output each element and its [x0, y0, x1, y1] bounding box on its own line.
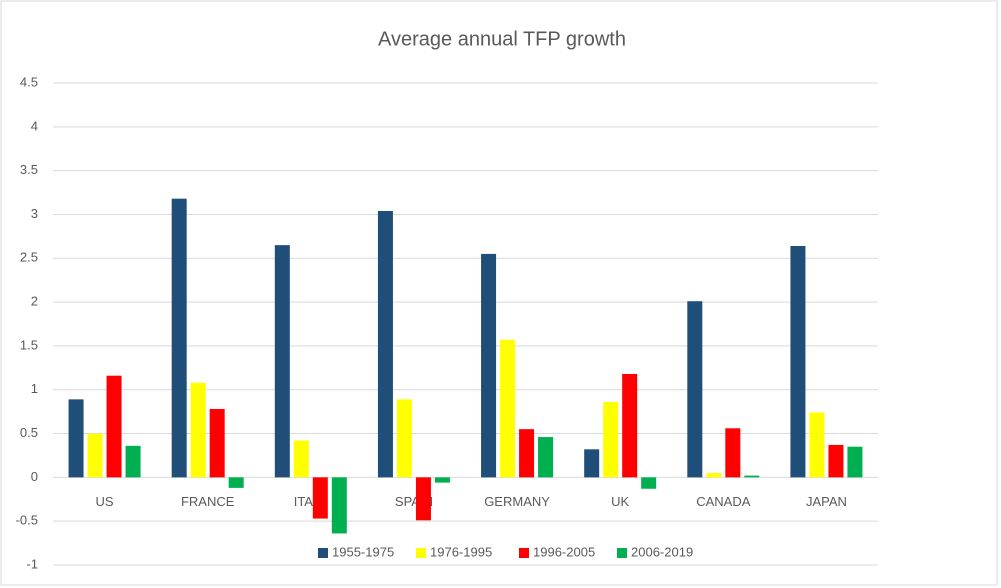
x-tick-label: JAPAN: [806, 494, 847, 509]
y-tick-label: 2: [31, 294, 38, 309]
bar: [106, 375, 122, 478]
bar: [847, 446, 863, 478]
bar: [125, 445, 141, 478]
bar: [228, 477, 244, 488]
y-tick-label: 2.5: [20, 250, 38, 265]
bar: [331, 477, 347, 534]
x-tick-label: FRANCE: [181, 494, 235, 509]
chart-title: Average annual TFP growth: [378, 28, 626, 50]
bar: [209, 409, 225, 478]
bar: [481, 253, 497, 478]
bar: [434, 477, 450, 483]
legend-label: 2006-2019: [631, 544, 693, 559]
bar: [622, 373, 638, 478]
y-tick-label: 3: [31, 206, 38, 221]
y-tick-label: 4.5: [20, 74, 38, 89]
bar: [641, 477, 657, 489]
bar: [828, 444, 844, 478]
bar: [603, 401, 619, 478]
bar: [68, 399, 84, 478]
bar: [171, 198, 187, 478]
bar: [274, 245, 290, 478]
bar: [725, 428, 741, 478]
legend-swatch: [519, 548, 529, 558]
legend-swatch: [617, 548, 627, 558]
x-tick-label: CANADA: [696, 494, 751, 509]
bar: [584, 449, 600, 478]
bar: [293, 440, 309, 478]
bar: [706, 472, 722, 478]
y-tick-label: 0.5: [20, 425, 38, 440]
y-tick-label: 0: [31, 469, 38, 484]
bar: [500, 339, 516, 478]
y-tick-label: 1.5: [20, 337, 38, 352]
legend-swatch: [318, 548, 328, 558]
y-tick-label: 1: [31, 381, 38, 396]
legend-swatch: [416, 548, 426, 558]
bar: [790, 246, 806, 478]
bar: [519, 429, 535, 478]
bar: [396, 399, 412, 478]
bar: [687, 301, 703, 478]
bar: [87, 433, 103, 478]
legend-label: 1996-2005: [533, 544, 595, 559]
x-tick-label: GERMANY: [484, 494, 550, 509]
y-tick-label: -0.5: [16, 513, 38, 528]
y-tick-label: 3.5: [20, 162, 38, 177]
bar: [744, 475, 760, 478]
legend-label: 1976-1995: [430, 544, 492, 559]
x-tick-label: US: [96, 494, 114, 509]
bar: [377, 210, 393, 478]
legend-label: 1955-1975: [332, 544, 394, 559]
y-tick-label: 4: [31, 118, 38, 133]
bar: [809, 412, 825, 478]
bar: [190, 382, 206, 478]
bar: [538, 437, 554, 478]
y-tick-label: -1: [26, 556, 38, 571]
bar: [415, 477, 431, 521]
x-tick-label: UK: [611, 494, 629, 509]
bar: [312, 477, 328, 519]
